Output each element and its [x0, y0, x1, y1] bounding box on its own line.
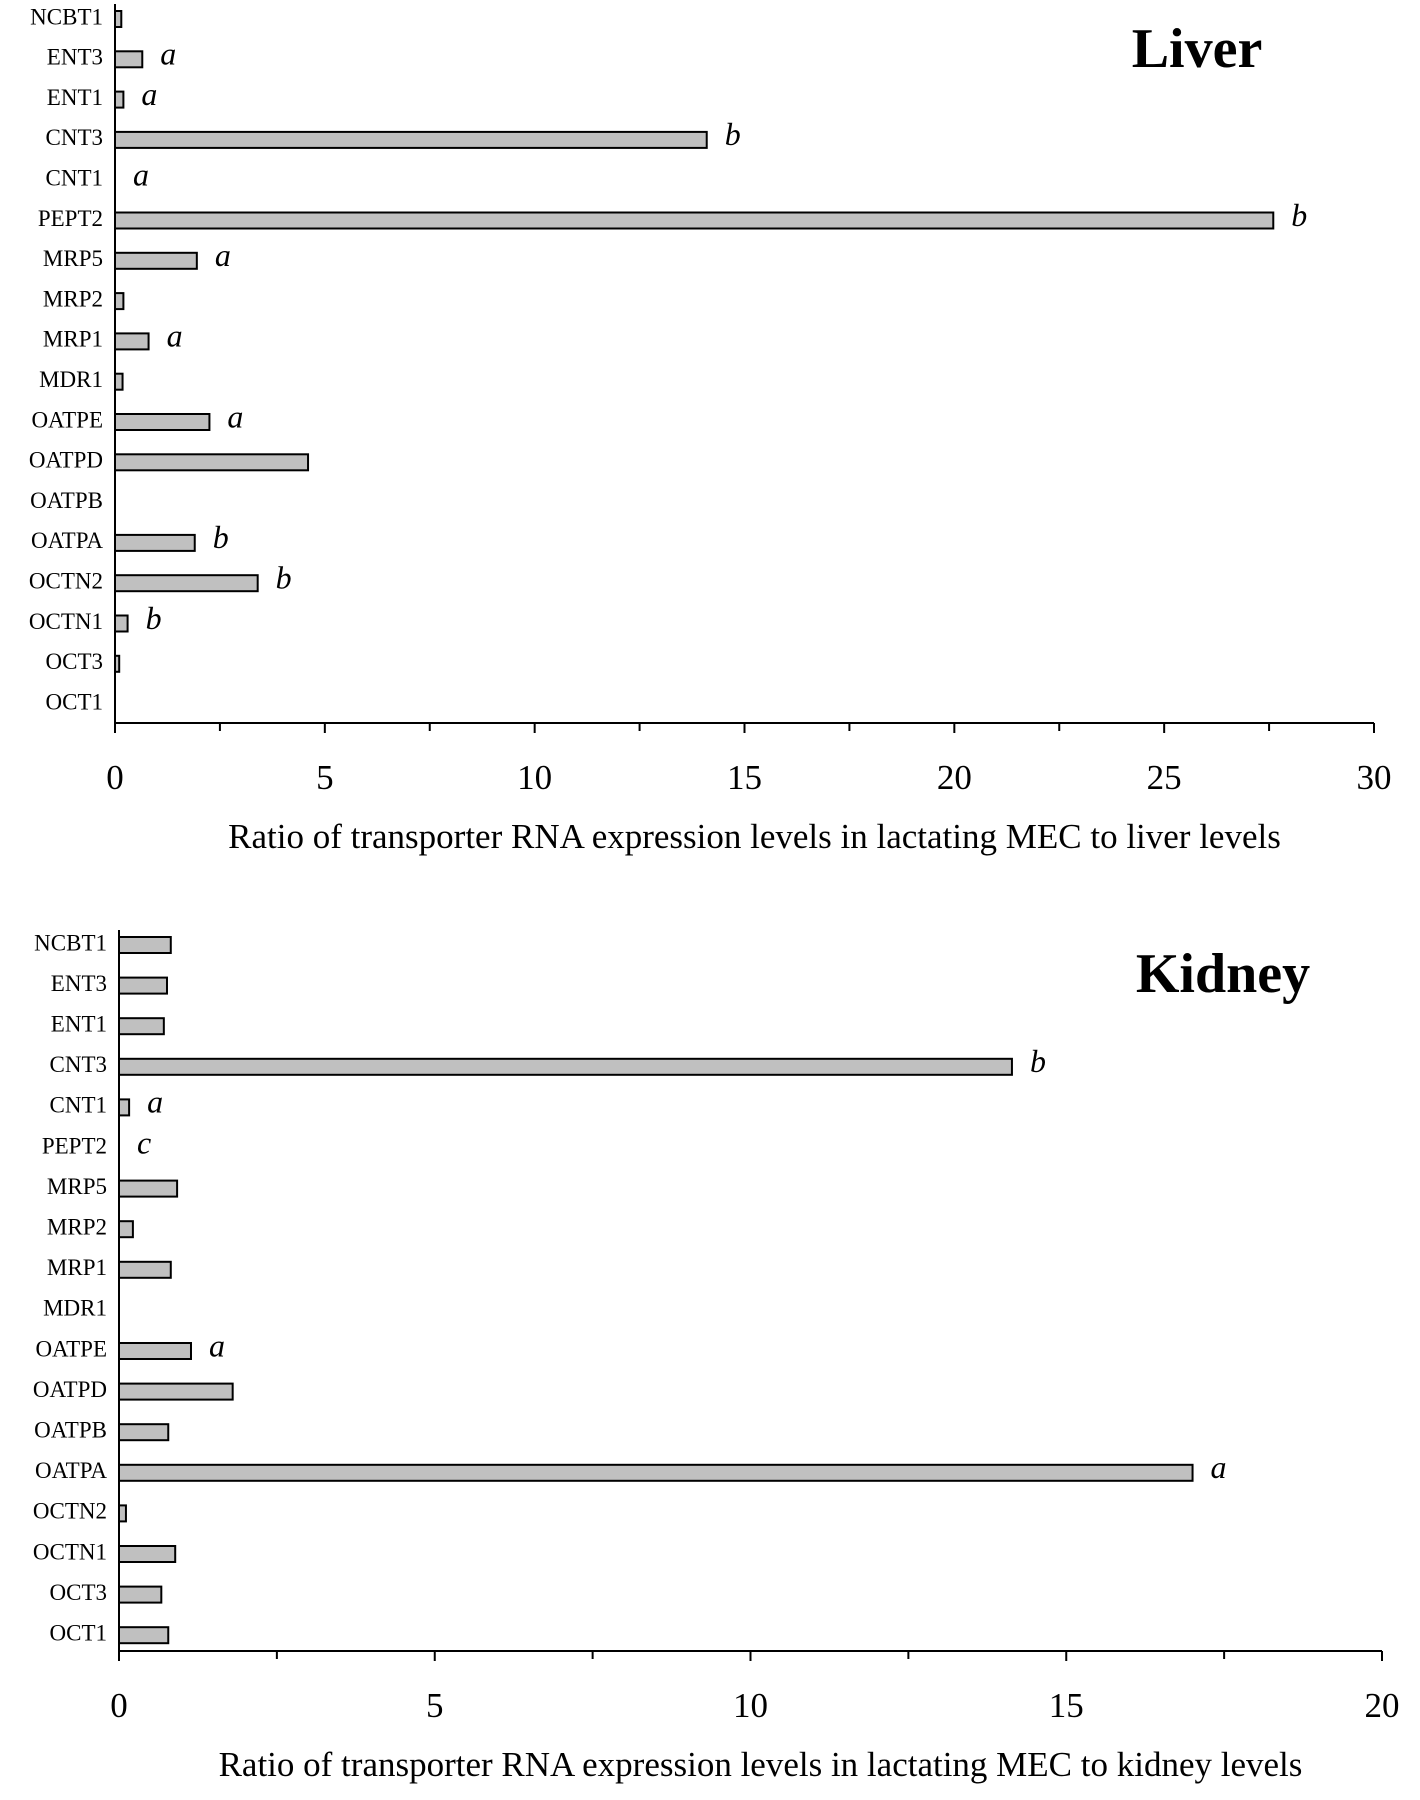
- bar: [114, 372, 124, 391]
- bar: [118, 936, 172, 954]
- y-tick-label: PEPT2: [42, 1133, 107, 1158]
- x-tick-label: 25: [1147, 758, 1182, 797]
- annotation: b: [213, 519, 229, 555]
- bar: [118, 1545, 177, 1563]
- y-tick-label: OCTN2: [33, 1499, 107, 1524]
- bar: [114, 453, 310, 472]
- bar: [118, 1179, 179, 1198]
- bar: [118, 1017, 165, 1036]
- x-tick-label: 20: [1365, 1686, 1400, 1725]
- y-tick-label: NCBT1: [30, 4, 103, 29]
- y-tick-label: ENT3: [51, 971, 107, 996]
- bar: [114, 574, 259, 593]
- y-tick-label: OCT3: [50, 1580, 108, 1605]
- y-tick-label: OCTN1: [29, 609, 103, 634]
- y-tick-label: CNT3: [50, 1052, 108, 1077]
- x-tick-label: 15: [727, 758, 762, 797]
- y-tick-label: MRP1: [47, 1255, 107, 1280]
- y-tick-label: ENT3: [47, 45, 103, 70]
- annotation: a: [167, 318, 183, 354]
- x-tick-label: 5: [316, 758, 334, 797]
- y-tick-label: OATPD: [33, 1377, 107, 1402]
- annotation: a: [147, 1084, 163, 1120]
- y-tick-label: OCTN2: [29, 568, 103, 593]
- bar: [114, 614, 129, 633]
- bar: [118, 1463, 1194, 1482]
- bar: [118, 1220, 134, 1239]
- y-tick-label: ENT1: [47, 85, 103, 110]
- y-tick-label: ENT1: [51, 1011, 107, 1036]
- x-tick-label: 5: [426, 1686, 444, 1725]
- annotation: a: [133, 157, 149, 193]
- bar: [118, 1382, 234, 1401]
- y-tick-label: OATPB: [30, 488, 103, 513]
- y-tick-label: MRP2: [43, 286, 103, 311]
- annotation: a: [1211, 1449, 1227, 1485]
- x-axis-label: Ratio of transporter RNA expression leve…: [219, 1745, 1303, 1784]
- bar: [114, 211, 1275, 230]
- y-tick-label: MRP5: [43, 246, 103, 271]
- x-tick-label: 0: [106, 758, 124, 797]
- annotation: c: [137, 1124, 151, 1160]
- y-tick-label: MRP1: [43, 327, 103, 352]
- y-tick-label: OCT3: [46, 649, 104, 674]
- y-tick-label: OCT1: [46, 689, 104, 714]
- chart-title: Kidney: [1136, 943, 1310, 1005]
- y-tick-label: OCT1: [50, 1620, 108, 1645]
- y-tick-label: OATPE: [35, 1336, 107, 1361]
- y-tick-label: CNT1: [46, 165, 104, 190]
- annotation: a: [209, 1327, 225, 1363]
- annotation: a: [227, 398, 243, 434]
- bar: [118, 976, 168, 995]
- bar: [118, 1057, 1013, 1076]
- annotation: a: [160, 36, 176, 72]
- y-tick-label: CNT1: [50, 1093, 108, 1118]
- annotation: b: [276, 560, 292, 596]
- bar: [114, 533, 196, 552]
- y-tick-label: MDR1: [43, 1296, 107, 1321]
- bar: [114, 50, 144, 69]
- x-tick-label: 10: [733, 1686, 768, 1725]
- annotation: b: [1291, 197, 1307, 233]
- bar: [118, 1342, 192, 1360]
- bar: [118, 1098, 131, 1117]
- bar: [118, 1585, 163, 1604]
- bar: [114, 130, 708, 149]
- y-tick-label: OATPE: [31, 407, 103, 432]
- y-tick-label: MRP2: [47, 1214, 107, 1239]
- y-tick-label: OATPA: [31, 528, 103, 553]
- bar: [118, 1504, 127, 1523]
- bar: [118, 1626, 170, 1645]
- y-tick-label: MDR1: [39, 367, 103, 392]
- x-axis-label: Ratio of transporter RNA expression leve…: [228, 817, 1281, 856]
- x-tick-label: 0: [110, 1686, 128, 1725]
- bar: [114, 413, 211, 431]
- x-tick-label: 20: [937, 758, 972, 797]
- chart-title: Liver: [1132, 18, 1263, 80]
- annotation: a: [141, 76, 157, 112]
- y-tick-label: OATPA: [35, 1458, 107, 1483]
- y-tick-label: MRP5: [47, 1174, 107, 1199]
- bar: [118, 1260, 172, 1279]
- bar: [114, 251, 198, 270]
- y-tick-label: PEPT2: [38, 206, 103, 231]
- bar: [114, 292, 125, 311]
- y-tick-label: NCBT1: [34, 930, 107, 955]
- x-tick-label: 15: [1049, 1686, 1084, 1725]
- annotation: b: [146, 600, 162, 636]
- y-tick-label: OCTN1: [33, 1539, 107, 1564]
- x-tick-label: 10: [517, 758, 552, 797]
- annotation: b: [1030, 1043, 1046, 1079]
- annotation: a: [215, 237, 231, 273]
- bar: [114, 90, 125, 109]
- annotation: b: [725, 116, 741, 152]
- x-tick-label: 30: [1357, 758, 1392, 797]
- y-tick-label: OATPB: [34, 1417, 107, 1442]
- y-tick-label: CNT3: [46, 125, 104, 150]
- bar: [114, 332, 150, 351]
- y-tick-label: OATPD: [29, 448, 103, 473]
- bar: [118, 1423, 170, 1442]
